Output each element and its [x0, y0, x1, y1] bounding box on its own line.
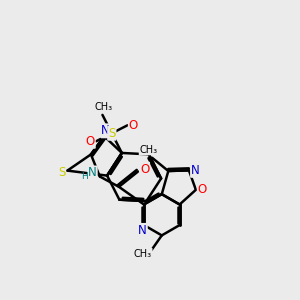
Text: O: O: [129, 119, 138, 132]
Text: N: N: [138, 224, 147, 237]
Text: O: O: [85, 135, 95, 148]
Text: H: H: [81, 172, 88, 181]
Text: CH₃: CH₃: [140, 145, 158, 154]
Text: S: S: [58, 166, 65, 178]
Text: N: N: [101, 124, 110, 137]
Text: O: O: [140, 163, 149, 176]
Text: N: N: [191, 164, 200, 177]
Text: S: S: [108, 127, 116, 140]
Text: O: O: [198, 183, 207, 196]
Text: CH₃: CH₃: [134, 249, 152, 259]
Text: CH₃: CH₃: [95, 102, 113, 112]
Text: N: N: [88, 167, 97, 179]
